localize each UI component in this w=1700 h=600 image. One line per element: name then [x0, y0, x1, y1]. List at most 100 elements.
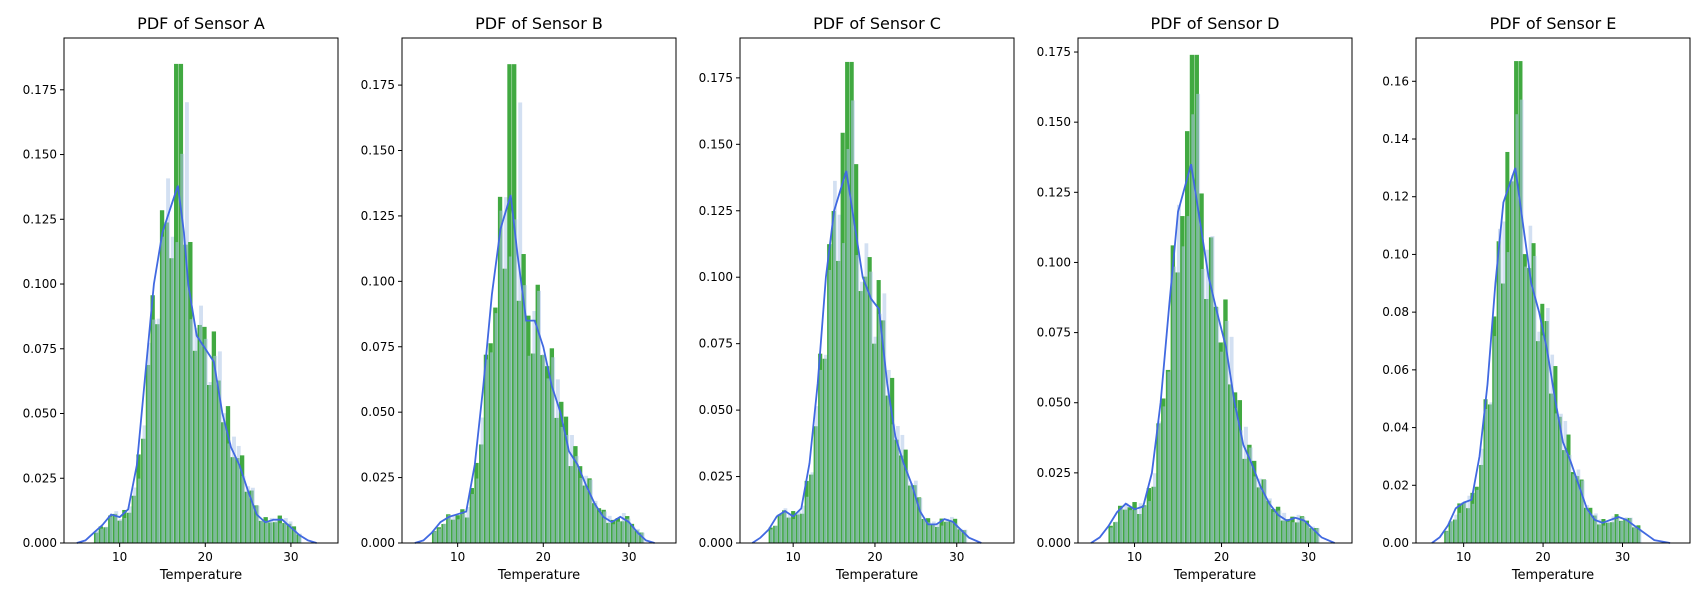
hist-bar-blue — [1585, 505, 1589, 543]
hist-bar-blue — [293, 529, 298, 543]
hist-bar-blue — [1239, 430, 1244, 543]
hist-bar-blue — [1484, 408, 1489, 543]
y-tick-label: 0.175 — [699, 71, 733, 85]
hist-bar-blue — [260, 520, 265, 543]
hist-bar-blue — [104, 526, 109, 543]
hist-bar-blue — [1301, 517, 1306, 543]
x-axis-label: Temperature — [1173, 568, 1256, 583]
y-tick-label: 0.125 — [1037, 185, 1071, 199]
hist-bar-blue — [593, 500, 598, 543]
hist-bar-blue — [1143, 506, 1148, 543]
hist-bar-blue — [882, 293, 887, 543]
x-tick-label: 10 — [786, 550, 801, 564]
hist-bar-blue — [1528, 225, 1533, 543]
y-tick-label: 0.10 — [1382, 247, 1409, 261]
hist-bar-blue — [936, 524, 941, 543]
y-tick-label: 0.050 — [699, 403, 733, 417]
hist-bar-blue — [1248, 447, 1253, 543]
hist-bar-blue — [588, 479, 593, 543]
hist-bar-blue — [1624, 517, 1629, 543]
hist-bar-blue — [532, 311, 537, 543]
panel-3: 0.000 0.025 0.050 0.075 0.100 0.125 0.150 0.175… — [699, 14, 1015, 583]
hist-bar-blue — [1471, 503, 1476, 543]
hist-bar-blue — [1282, 512, 1287, 543]
hist-bar-blue — [475, 478, 480, 543]
y-tick-label: 0.125 — [699, 204, 733, 218]
hist-bar-blue — [607, 515, 612, 543]
hist-bar-blue — [119, 519, 123, 543]
y-tick-label: 0.000 — [1037, 536, 1071, 550]
panel-2: 0.000 0.025 0.050 0.075 0.100 0.125 0.150 0.175… — [361, 14, 677, 583]
hist-bar-blue — [1291, 522, 1296, 543]
hist-bar-blue — [1458, 512, 1463, 543]
chart-title: PDF of Sensor A — [137, 14, 265, 33]
y-tick-label: 0.075 — [1037, 326, 1071, 340]
hist-bar-blue — [797, 511, 801, 543]
hist-bar-blue — [1524, 266, 1528, 543]
hist-bar-blue — [194, 327, 199, 543]
hist-bar-blue — [123, 517, 128, 543]
y-tick-label: 0.000 — [699, 536, 733, 550]
y-tick-label: 0.100 — [23, 277, 57, 291]
hist-bar-blue — [1493, 336, 1498, 543]
hist-bar-blue — [1153, 473, 1158, 543]
hist-bar-blue — [151, 319, 156, 543]
hist-bar-blue — [1449, 520, 1454, 543]
chart-title: PDF of Sensor C — [813, 14, 941, 33]
hist-bar-blue — [1611, 516, 1616, 543]
hist-bar-blue — [442, 523, 447, 543]
hist-bar-blue — [896, 425, 900, 543]
hist-bar-blue — [522, 285, 527, 543]
hist-bar-blue — [100, 528, 105, 543]
x-tick-label: 20 — [1214, 550, 1229, 564]
hist-bar-blue — [1162, 406, 1167, 543]
hist-bar-blue — [1243, 426, 1248, 543]
hist-bar-blue — [819, 369, 824, 543]
hist-bar-blue — [959, 528, 963, 543]
axes-frame — [1077, 37, 1353, 544]
hist-bar-blue — [1498, 228, 1502, 543]
hist-bar-blue — [184, 102, 189, 543]
hist-bar-blue — [770, 529, 774, 543]
y-tick-label: 0.025 — [23, 471, 57, 485]
hist-bar-blue — [1306, 524, 1311, 543]
y-tick-label: 0.075 — [23, 342, 57, 356]
hist-bar-blue — [1567, 454, 1572, 543]
hist-bar-blue — [1506, 252, 1511, 543]
hist-bar-blue — [1563, 420, 1568, 543]
hist-bar-blue — [1615, 518, 1620, 543]
hist-bar-blue — [631, 526, 636, 543]
axes-frame — [1415, 37, 1691, 544]
hist-bar-blue — [878, 313, 882, 543]
hist-bar-blue — [801, 505, 806, 543]
y-tick-label: 0.175 — [361, 78, 395, 92]
chart-title: PDF of Sensor E — [1490, 14, 1617, 33]
hist-bar-blue — [873, 336, 878, 543]
hist-bar-blue — [537, 290, 541, 543]
hist-bar-blue — [810, 472, 815, 543]
hist-bar-blue — [1191, 114, 1196, 543]
hist-bar-blue — [1537, 331, 1541, 543]
hist-bar-blue — [905, 470, 909, 543]
hist-bar-blue — [846, 149, 851, 544]
hist-bar-blue — [452, 514, 457, 543]
hist-bar-blue — [1263, 479, 1268, 543]
hist-bar-blue — [774, 525, 779, 543]
hist-bar-blue — [279, 523, 284, 543]
hist-bar-blue — [457, 519, 461, 543]
hist-bar-blue — [489, 352, 494, 543]
hist-bar-blue — [887, 369, 891, 543]
axes-frame — [739, 37, 1015, 544]
hist-bar-blue — [199, 305, 203, 543]
hist-bar-blue — [1511, 175, 1515, 544]
kde-line — [76, 185, 317, 544]
hist-bar-blue — [513, 219, 518, 543]
hist-bar-blue — [1629, 517, 1633, 543]
kde-line — [1090, 163, 1335, 544]
hist-bar-blue — [932, 521, 936, 543]
hist-bar-blue — [918, 497, 923, 543]
hist-bar-blue — [635, 528, 640, 543]
y-tick-label: 0.00 — [1382, 536, 1409, 550]
hist-bar-blue — [1157, 421, 1162, 543]
